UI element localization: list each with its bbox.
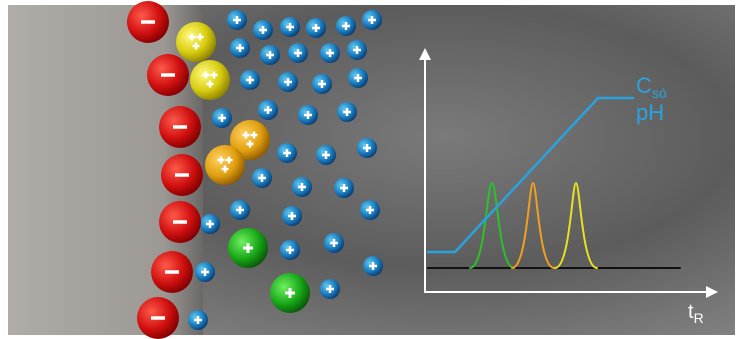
salt-sub: só [652, 85, 667, 101]
page: {"chart_labels": {"salt": {"base": "C", … [0, 0, 741, 339]
illustration: Csó pH tR [0, 0, 741, 339]
x-sub: R [694, 310, 704, 326]
salt-base: C [636, 73, 652, 98]
protein [176, 22, 216, 62]
protein [190, 60, 230, 100]
ph-label: pH [636, 100, 664, 125]
protein [205, 145, 245, 185]
